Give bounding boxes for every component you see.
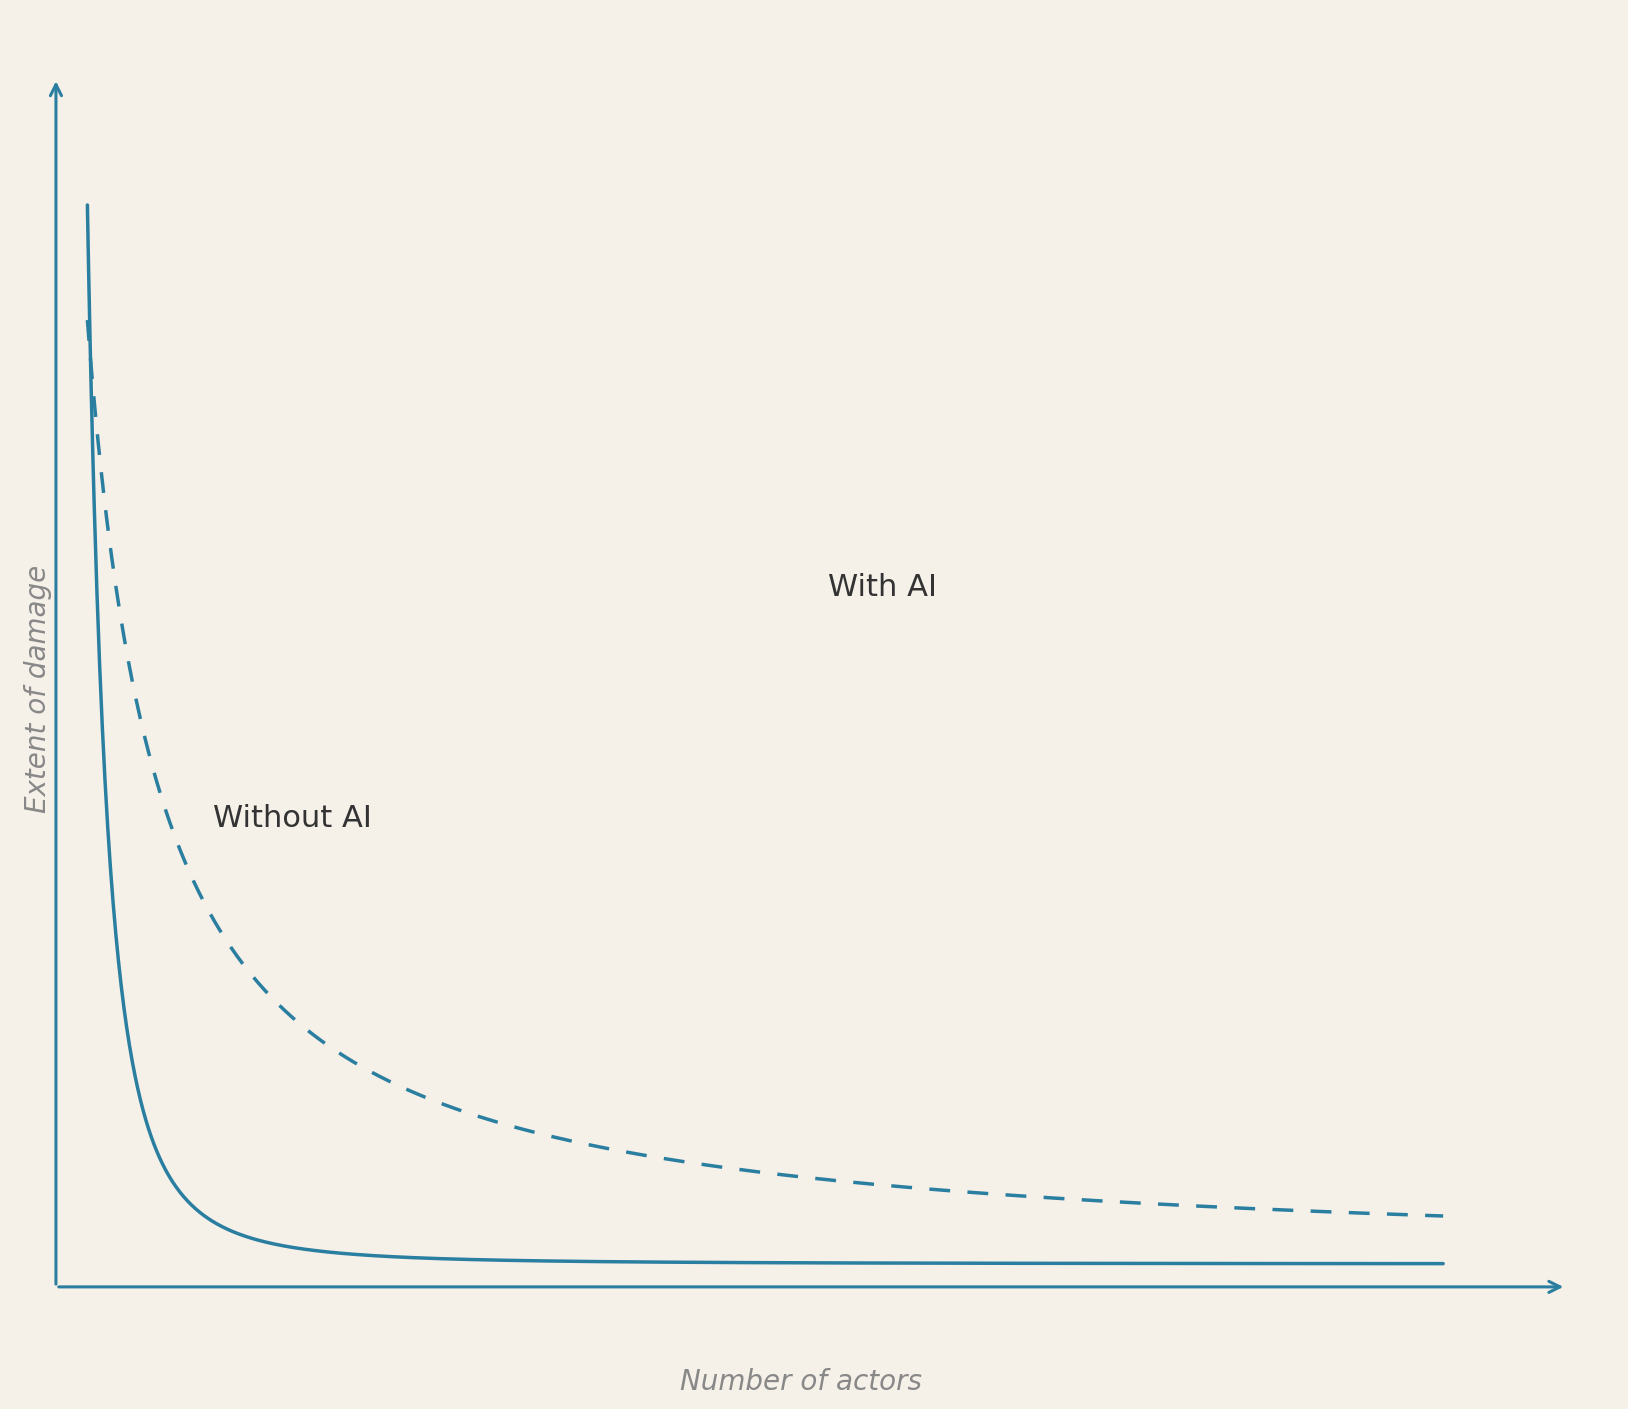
Text: Number of actors: Number of actors <box>681 1368 921 1396</box>
Text: Without AI: Without AI <box>213 803 371 833</box>
Text: Extent of damage: Extent of damage <box>24 564 52 813</box>
Text: With AI: With AI <box>829 573 938 602</box>
